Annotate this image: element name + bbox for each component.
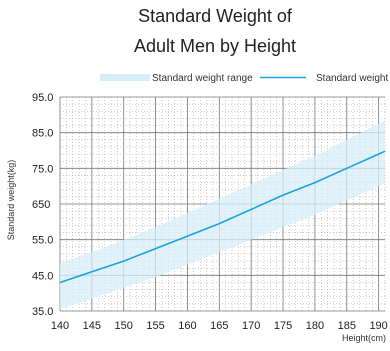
y-tick-label: 95.0 [32,92,53,104]
series-line-0 [59,150,386,284]
x-tick-label: 155 [146,320,164,332]
chart-title-line-2: Adult Men by Height [134,36,296,56]
range-band-layer [60,120,385,310]
x-tick-label: 160 [178,320,196,332]
legend-label-line: Standard weight [316,73,388,84]
y-tick-label: 45.0 [32,270,53,282]
x-tick-label: 150 [115,320,133,332]
y-tick-labels: 35.0 45.0 55.0 650 75.0 85.0 95.0 [32,92,53,318]
x-tick-label: 180 [306,320,324,332]
legend-label-range: Standard weight range [152,73,253,84]
y-tick-label: 75.0 [32,163,53,175]
legend-swatch-range [100,74,150,81]
x-tick-label: 185 [338,320,356,332]
chart-title-line-1: Standard Weight of [138,6,293,26]
y-tick-label: 650 [32,199,50,211]
x-tick-label: 170 [242,320,260,332]
x-tick-labels: 140 145 150 155 160 165 170 175 180 185 190 [51,320,388,332]
series-line-layer [59,150,386,284]
x-tick-label: 190 [369,320,387,332]
range-band [60,120,385,310]
x-tick-label: 165 [210,320,228,332]
y-tick-label: 55.0 [32,235,53,247]
y-tick-label: 85.0 [32,128,53,140]
y-axis-label: Standard weight(kg) [6,160,16,241]
x-tick-label: 145 [83,320,101,332]
x-axis-label: Height(cm) [342,333,386,343]
x-tick-label: 140 [51,320,69,332]
x-tick-label: 175 [274,320,292,332]
y-tick-label: 35.0 [32,306,53,318]
